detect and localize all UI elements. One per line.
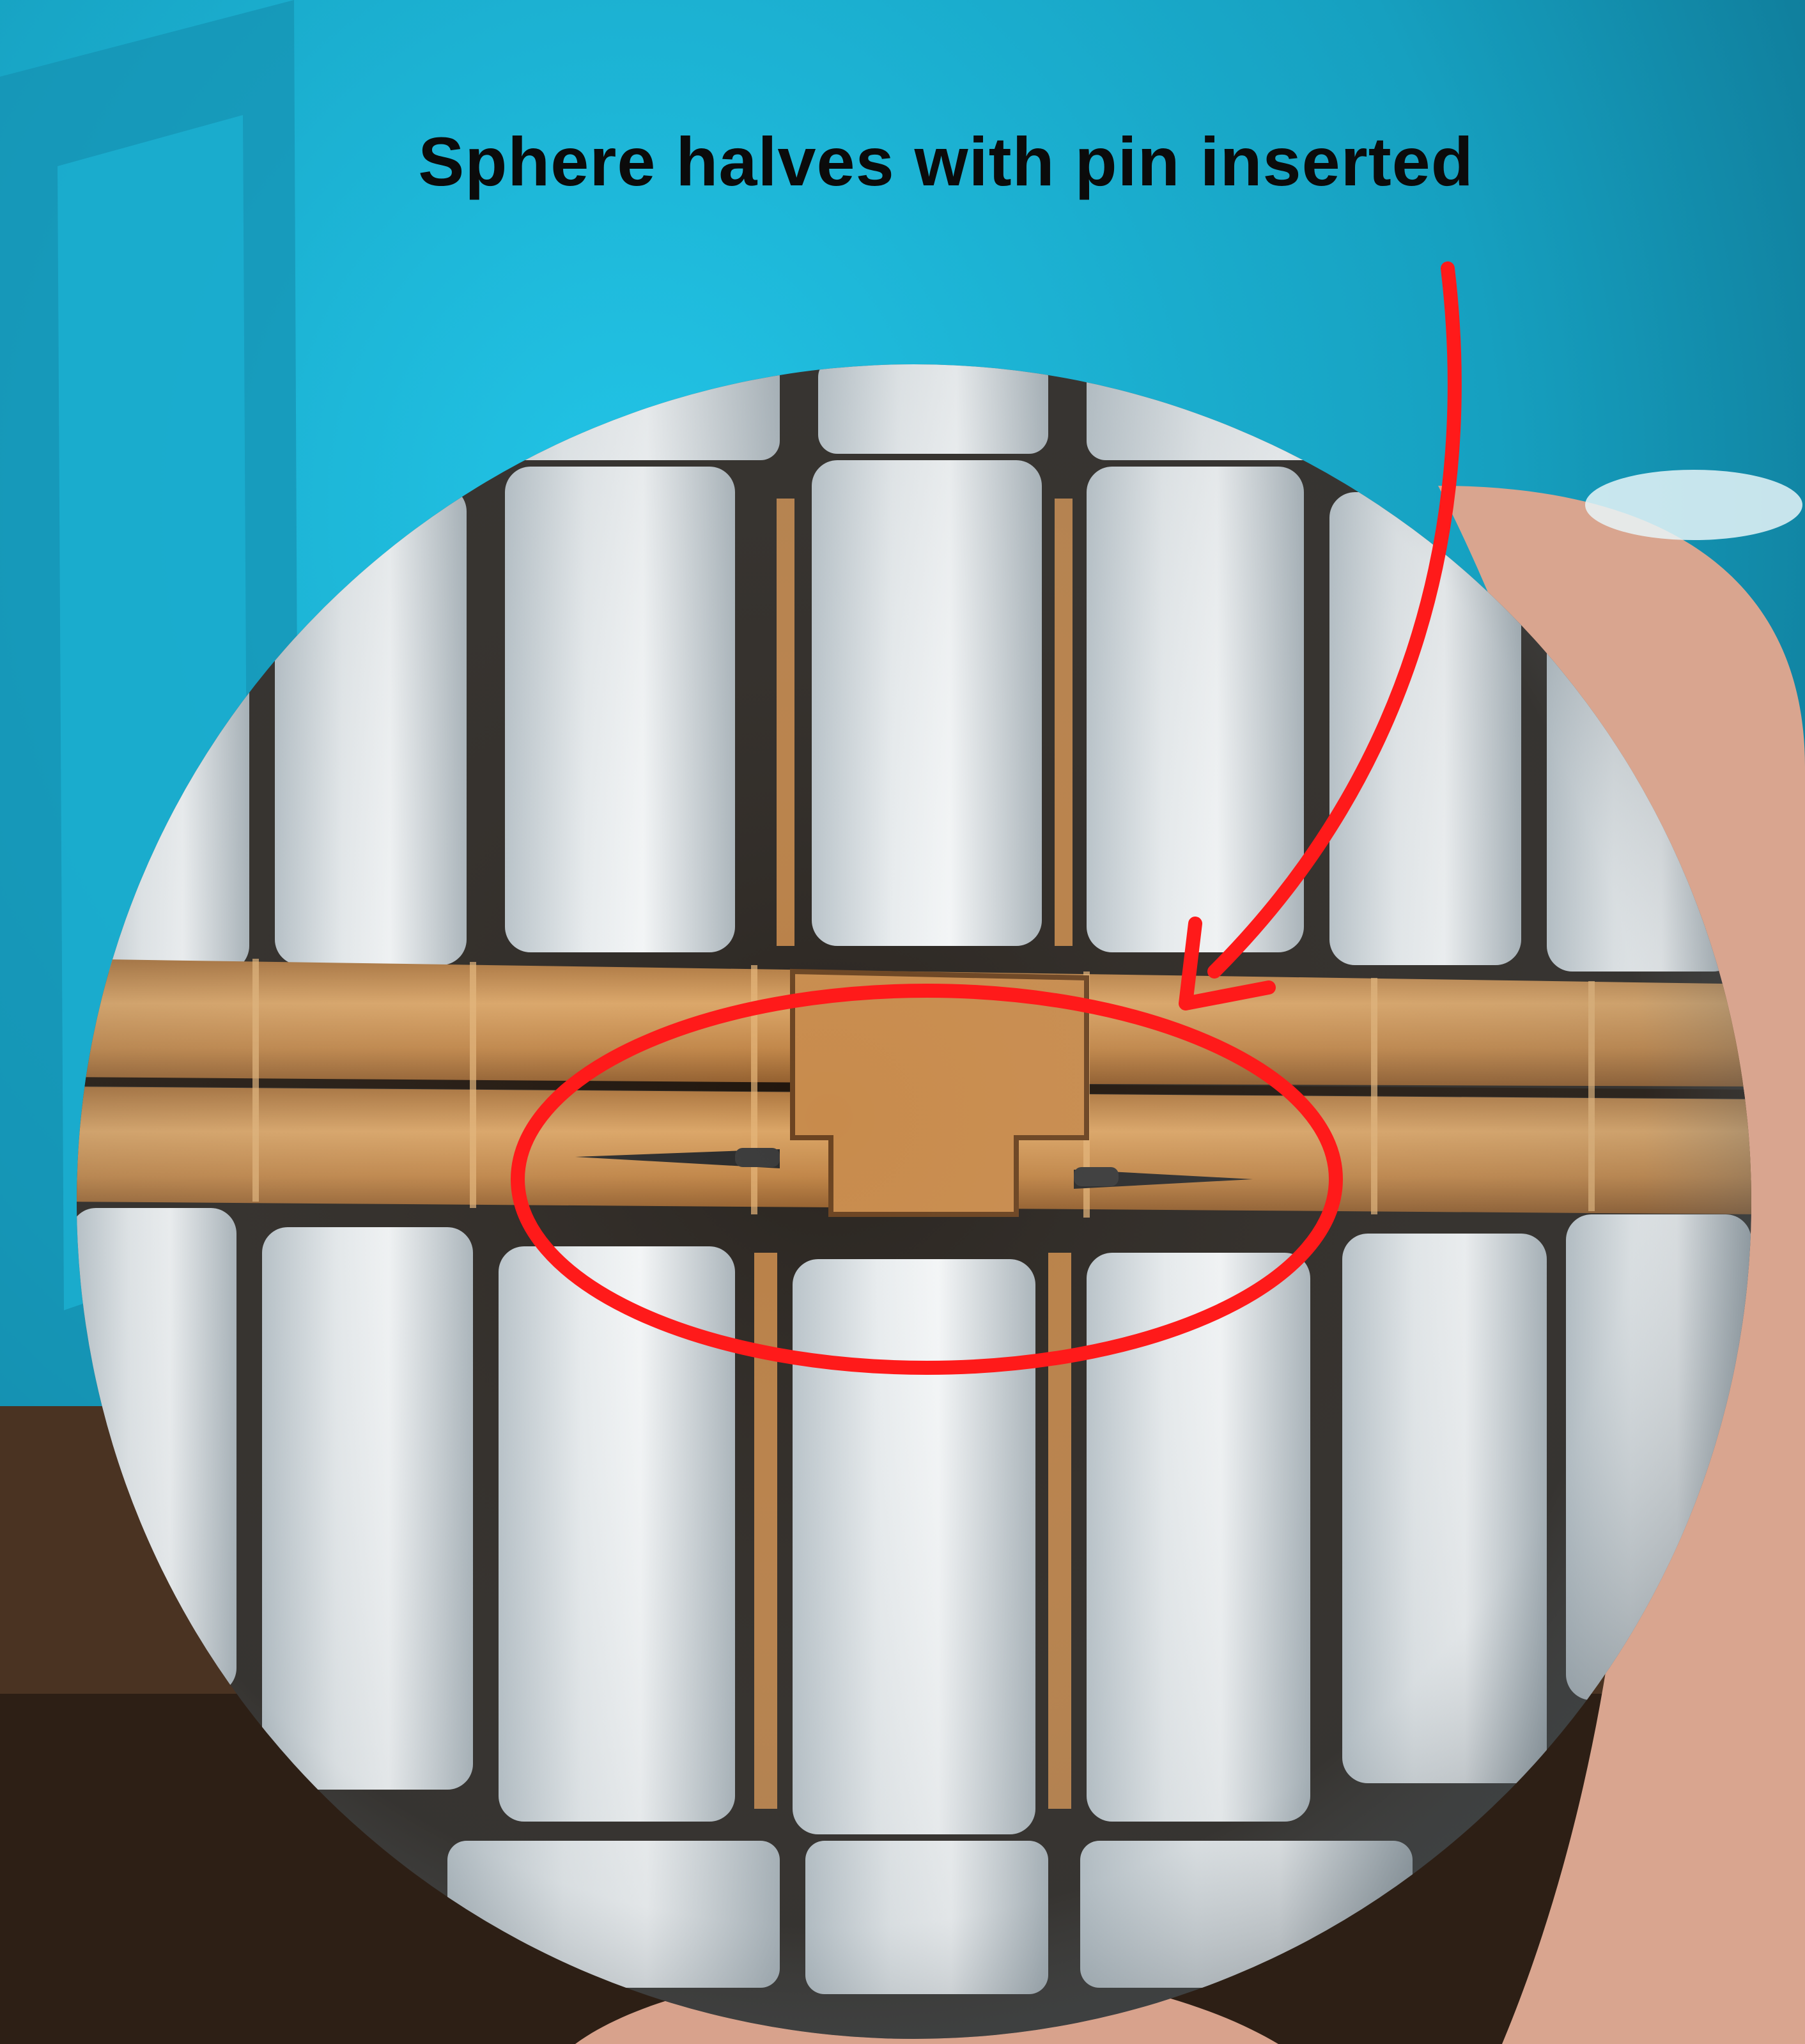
- arrow-head: [1179, 917, 1276, 1010]
- annotation-overlay: [511, 261, 1462, 1375]
- sphere: [77, 364, 1751, 2039]
- annotation-caption: Sphere halves with pin inserted: [418, 123, 1474, 200]
- highlight-ellipse: [511, 984, 1343, 1375]
- annotation-arrow: [1207, 261, 1462, 979]
- background-hand-right: [1438, 486, 1805, 2044]
- background-light-reflection: [1585, 470, 1802, 540]
